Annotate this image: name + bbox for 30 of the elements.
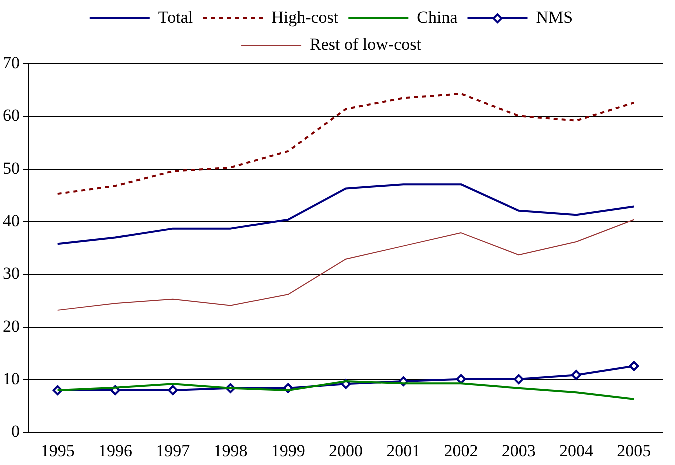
- y-tick-label: 70: [3, 53, 20, 72]
- point: [456, 374, 466, 384]
- x-tick-label: 1999: [271, 441, 306, 460]
- legend-label: Rest of low-cost: [310, 34, 422, 54]
- legend-label: China: [417, 8, 458, 27]
- x-tick-label: 1997: [156, 441, 191, 460]
- x-tick-label: 2004: [560, 441, 594, 460]
- x-tick-label: 1998: [214, 441, 248, 460]
- y-tick-label: 40: [3, 211, 20, 230]
- x-tick-label: 2005: [617, 441, 652, 460]
- y-tick-label: 60: [3, 106, 20, 126]
- point: [514, 374, 524, 384]
- x-tick-label: 2000: [329, 441, 363, 460]
- y-tick-label: 10: [3, 369, 20, 388]
- y-tick-label: 50: [3, 158, 20, 178]
- legend-label: High-cost: [272, 8, 339, 27]
- point: [168, 385, 178, 396]
- legend-label: NMS: [536, 8, 574, 27]
- y-tick-label: 20: [3, 316, 20, 336]
- legend-label: Total: [158, 8, 194, 27]
- point: [629, 361, 640, 372]
- x-tick-label: 1995: [40, 441, 75, 460]
- line-series: [56, 93, 636, 196]
- x-tick-label: 1996: [98, 441, 132, 460]
- y-tick-label: 0: [12, 422, 20, 442]
- point: [572, 370, 582, 380]
- x-tick-label: 2002: [444, 441, 478, 460]
- y-tick-label: 30: [3, 264, 20, 284]
- x-tick-label: 2001: [386, 441, 421, 460]
- x-tick-label: 2003: [502, 441, 536, 460]
